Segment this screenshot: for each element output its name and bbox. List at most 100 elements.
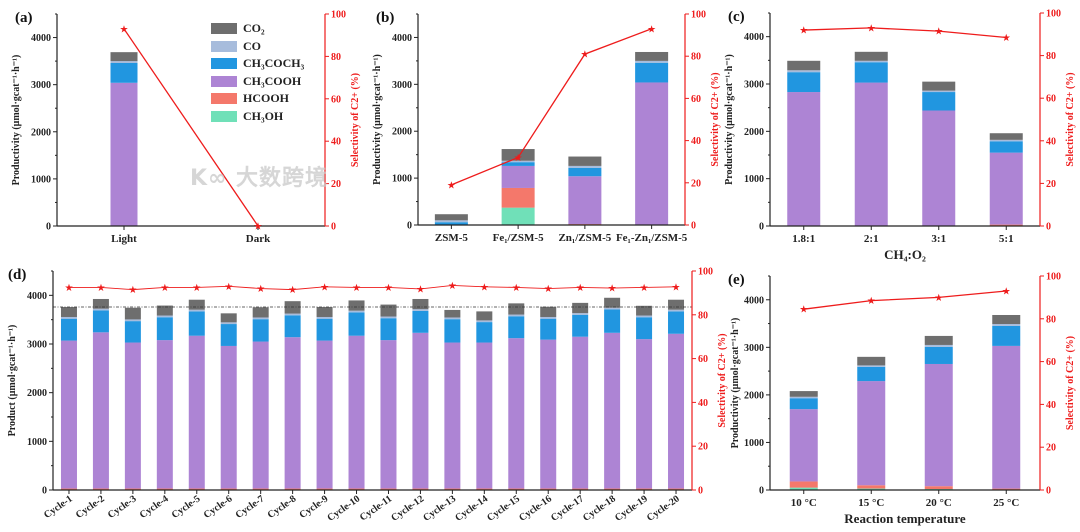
bar-segment-hcooh	[508, 488, 525, 490]
bar-segment-ch3cooh	[924, 363, 953, 487]
bar-segment-ch3cooh	[854, 82, 888, 226]
y-tick-label: 4000	[744, 295, 764, 306]
bar-segment-co2	[572, 302, 589, 314]
x-tick-label: Cycle-13	[421, 493, 458, 523]
chart-panel-e: 0 1000 2000 3000 4000 0 20 40 60 80 100 10 °C 15 °C 2…	[728, 272, 1076, 527]
legend-swatch	[211, 93, 237, 105]
bar-segment-co2	[412, 298, 429, 310]
legend-item-co: CO	[211, 38, 304, 56]
bar-segment-co2	[636, 305, 653, 316]
y2-tick-label: 80	[698, 310, 708, 321]
legend-swatch	[211, 75, 237, 87]
y2-tick-label: 100	[698, 267, 713, 278]
bar-segment-ch3coch3	[284, 315, 301, 338]
legend-item-co2: CO₂	[211, 20, 304, 38]
selectivity-point: ★	[192, 283, 201, 294]
bar-segment-co	[857, 365, 886, 367]
bar-segment-co2	[220, 313, 237, 323]
legend-item-ch3oh: CH₃OH	[211, 108, 304, 126]
bar-segment-hcooh	[220, 488, 237, 490]
bar-segment-ch3coch3	[508, 316, 525, 339]
bar-segment-hcooh	[668, 488, 685, 490]
y-axis-title: Productivity (μmol·gcat⁻¹·h⁻¹)	[724, 54, 735, 185]
bar-segment-hcooh	[572, 488, 589, 490]
selectivity-point: ★	[647, 24, 656, 35]
bar-segment-co2	[501, 149, 535, 161]
bar-segment-ch3cooh	[316, 340, 333, 489]
legend-swatch	[211, 23, 237, 35]
y-tick-label: 0	[407, 221, 412, 232]
y2-tick-label: 40	[698, 398, 708, 409]
bar-segment-ch3cooh	[789, 409, 818, 482]
selectivity-line	[803, 27, 1007, 39]
bar-segment-co	[316, 316, 333, 319]
bar-segment-co	[252, 317, 269, 320]
selectivity-point: ★	[447, 180, 456, 191]
selectivity-point: ★	[320, 282, 329, 293]
bar-segment-co	[92, 308, 109, 311]
bar-segment-co2	[924, 335, 953, 345]
bar-segment-co2	[252, 307, 269, 318]
bar-segment-co	[635, 60, 669, 63]
bar-segment-co	[568, 165, 602, 168]
legend-label: CH₃COOH	[243, 73, 302, 88]
y2-tick-label: 20	[1046, 443, 1056, 454]
x-tick-label: Fe₁-Zn₁/ZSM-5	[616, 232, 688, 244]
y2-tick-label: 40	[691, 136, 701, 147]
selectivity-line	[451, 28, 652, 186]
bar-segment-ch3cooh	[60, 340, 77, 489]
y-tick-label: 3000	[392, 80, 412, 91]
selectivity-point: ★	[576, 283, 585, 294]
bar-segment-hcooh	[501, 187, 535, 208]
bar-segment-co	[156, 315, 173, 318]
selectivity-point: ★	[254, 222, 263, 233]
bar-segment-co	[444, 317, 461, 320]
bar-segment-ch3coch3	[444, 319, 461, 343]
bar-segment-co2	[380, 304, 397, 317]
bar-segment-ch3coch3	[434, 222, 468, 225]
bar-segment-co	[922, 90, 956, 93]
y2-tick-label: 80	[331, 52, 341, 63]
y2-tick-label: 60	[331, 94, 341, 105]
selectivity-point: ★	[514, 153, 523, 164]
x-tick-label: 1.8:1	[792, 233, 815, 245]
x-tick-label: 5:1	[999, 233, 1014, 245]
bar-segment-hcooh	[604, 488, 621, 490]
bar-segment-ch3coch3	[854, 62, 888, 83]
y2-tick-label: 20	[691, 178, 701, 189]
selectivity-point: ★	[96, 283, 105, 294]
x-tick-label: Cycle-18	[581, 493, 618, 523]
y2-axis-title: Selectivity of C2+ (%)	[710, 72, 721, 166]
selectivity-point: ★	[160, 283, 169, 294]
selectivity-point: ★	[480, 282, 489, 293]
selectivity-point: ★	[608, 284, 617, 295]
x-tick-label: Cycle-17	[549, 493, 586, 523]
y2-axis-title: Selectivity of C2+ (%)	[717, 333, 728, 427]
bar-segment-ch3cooh	[444, 342, 461, 489]
bar-segment-ch3cooh	[188, 335, 205, 489]
bar-segment-co	[501, 160, 535, 163]
y-tick-label: 1000	[27, 437, 47, 448]
legend-item-ch3coch3: CH₃COCH₃	[211, 55, 304, 73]
bar-segment-hcooh	[316, 488, 333, 490]
y-axis-title: Productivity (μmol·gcat⁻¹·h⁻¹)	[372, 54, 383, 185]
bar-segment-co2	[787, 60, 821, 71]
bar-segment-ch3cooh	[572, 336, 589, 489]
selectivity-point: ★	[352, 283, 361, 294]
y2-tick-label: 0	[1046, 486, 1051, 497]
y2-tick-label: 60	[1046, 357, 1056, 368]
y2-tick-label: 0	[691, 221, 696, 232]
selectivity-point: ★	[672, 282, 681, 293]
bar-segment-co2	[508, 303, 525, 315]
bar-segment-co2	[989, 133, 1023, 140]
bar-segment-hcooh	[989, 224, 1023, 226]
bar-segment-ch3coch3	[92, 310, 109, 333]
y-tick-label: 0	[46, 222, 51, 233]
selectivity-point: ★	[799, 305, 808, 316]
legend-swatch	[211, 58, 237, 70]
bar-segment-ch3coch3	[156, 317, 173, 341]
y2-tick-label: 0	[698, 486, 703, 497]
y2-tick-label: 80	[1046, 314, 1056, 325]
y-tick-label: 2000	[744, 390, 764, 401]
